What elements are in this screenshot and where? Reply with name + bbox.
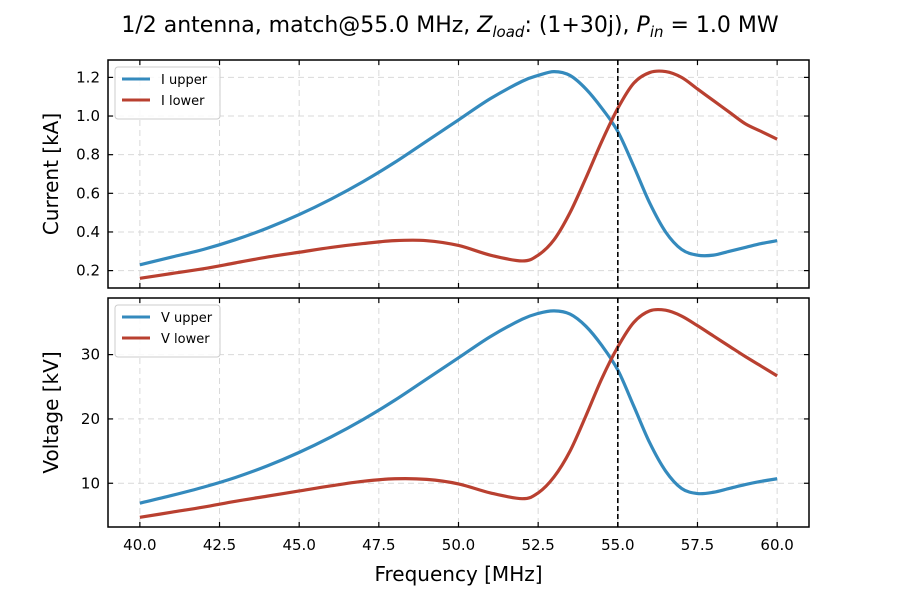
x-tick-label: 52.5 (521, 536, 554, 554)
y-axis-label: Voltage [kV] (39, 351, 63, 473)
y-tick-label: 0.8 (76, 146, 100, 164)
x-tick-label: 57.5 (681, 536, 714, 554)
legend-label: I upper (161, 73, 208, 88)
panel-2: 10 20 30 40.0 42.5 45.0 47.5 50.0 52.5 55.0 57.5 60… (39, 297, 810, 586)
y-tick-label: 0.4 (76, 223, 100, 241)
legend-label: I lower (161, 94, 205, 109)
y-tick-label: 1.0 (76, 107, 100, 125)
x-tick-label: 47.5 (362, 536, 395, 554)
x-axis-label: Frequency [MHz] (374, 562, 542, 586)
series-line-i-upper (139, 69, 778, 267)
y-tick-label: 0.2 (76, 262, 100, 280)
x-tick-label: 55.0 (601, 536, 634, 554)
x-tick-label: 45.0 (282, 536, 315, 554)
y-tick-label: 20 (81, 410, 100, 428)
series-group (139, 69, 778, 280)
y-tick-label: 10 (81, 474, 100, 492)
y-axis-label: Current [kA] (39, 113, 63, 235)
x-tick-label: 42.5 (203, 536, 236, 554)
figure-title: 1/2 antenna, match@55.0 MHz, Zload: (1+3… (121, 13, 779, 41)
legend-label: V upper (161, 311, 213, 326)
legend: I upper I lower (114, 66, 221, 120)
panel-1: 0.2 0.4 0.6 0.8 1.0 1.2 Current [kA] I upper I l… (39, 59, 810, 289)
legend: V upper V lower (114, 304, 221, 358)
y-tick-label: 0.6 (76, 184, 100, 202)
series-group (139, 307, 778, 519)
legend-label: V lower (161, 332, 210, 347)
x-tick-label: 60.0 (760, 536, 793, 554)
x-tick-label: 40.0 (123, 536, 156, 554)
series-line-v-upper (139, 309, 778, 505)
series-line-v-lower (139, 307, 778, 519)
y-tick-label: 30 (81, 346, 100, 364)
series-line-i-lower (139, 69, 778, 280)
y-tick-label: 1.2 (76, 68, 100, 86)
x-tick-label: 50.0 (442, 536, 475, 554)
